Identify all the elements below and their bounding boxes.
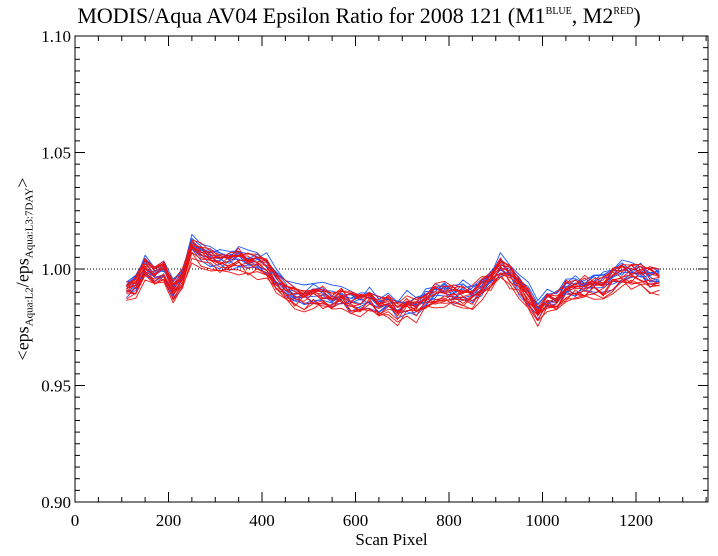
x-axis-label: Scan Pixel [355,530,428,549]
red-series-line [126,239,660,312]
blue-series-line [126,233,660,308]
red-series-line [126,257,660,320]
y-tick-label: 0.95 [41,377,71,396]
y-axis-label: <epsAqua:L2/epsAqua:L3:7DAY> [12,177,36,361]
red-series-line [126,247,660,314]
x-tick-label: 800 [436,511,462,530]
red-series-line [126,241,660,316]
x-tick-label: 1200 [619,511,653,530]
red-series-line [126,262,660,324]
x-tick-label: 0 [71,511,80,530]
y-tick-label: 1.00 [41,260,71,279]
y-tick-label: 1.10 [41,27,71,46]
y-tick-label: 0.90 [41,493,71,512]
red-series-line [126,239,660,308]
x-tick-label: 400 [249,511,275,530]
x-tick-label: 200 [156,511,182,530]
red-series-line [126,246,660,315]
red-series-line [126,247,660,317]
x-tick-label: 1000 [526,511,560,530]
x-tick-label: 600 [343,511,369,530]
chart-title: MODIS/Aqua AV04 Epsilon Ratio for 2008 1… [77,3,641,28]
y-tick-label: 1.05 [41,144,71,163]
